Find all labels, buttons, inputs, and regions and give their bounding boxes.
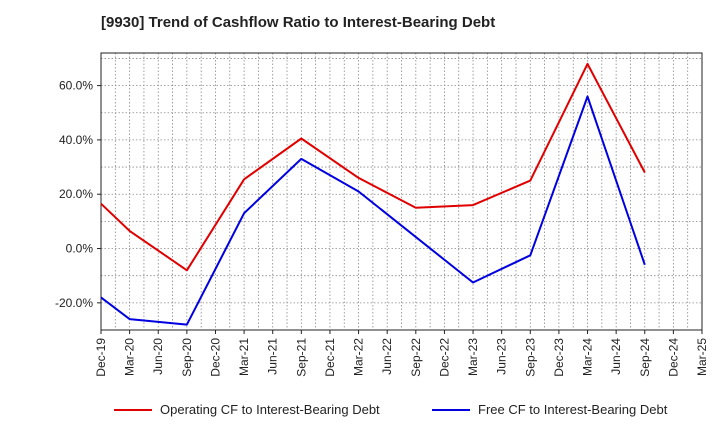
x-tick-label: Dec-22 bbox=[437, 338, 451, 377]
x-tick-label: Dec-24 bbox=[666, 338, 680, 377]
x-tick-label: Jun-21 bbox=[266, 338, 280, 375]
x-tick-label: Sep-22 bbox=[409, 338, 423, 377]
x-tick-label: Mar-22 bbox=[352, 338, 366, 376]
legend: Operating CF to Interest-Bearing Debt Fr… bbox=[0, 402, 720, 426]
x-tick-label: Dec-21 bbox=[323, 338, 337, 377]
y-tick-label: -20.0% bbox=[55, 296, 93, 310]
x-tick-label: Mar-21 bbox=[237, 338, 251, 376]
y-axis-ticks: -20.0% 0.0% 20.0% 40.0% 60.0% bbox=[55, 79, 101, 310]
x-tick-label: Sep-21 bbox=[294, 338, 308, 377]
legend-swatch-free-cf bbox=[432, 408, 470, 411]
x-tick-label: Jun-20 bbox=[151, 338, 165, 375]
x-tick-label: Mar-20 bbox=[123, 338, 137, 376]
legend-swatch-operating-cf bbox=[114, 408, 152, 411]
series-line-operating-cf bbox=[100, 62, 646, 272]
x-tick-label: Sep-23 bbox=[523, 338, 537, 377]
x-tick-label: Dec-23 bbox=[552, 338, 566, 377]
y-tick-label: 20.0% bbox=[59, 187, 93, 201]
chart-title: [9930] Trend of Cashflow Ratio to Intere… bbox=[101, 14, 496, 31]
x-tick-label: Mar-23 bbox=[466, 338, 480, 376]
y-tick-label: 0.0% bbox=[66, 242, 94, 256]
y-tick-label: 40.0% bbox=[59, 133, 93, 147]
legend-label-free-cf: Free CF to Interest-Bearing Debt bbox=[478, 402, 668, 417]
x-tick-label: Mar-25 bbox=[695, 338, 709, 376]
x-tick-label: Dec-20 bbox=[208, 338, 222, 377]
x-tick-label: Sep-24 bbox=[638, 338, 652, 377]
series-layer bbox=[100, 62, 646, 326]
series-line-free-cf bbox=[100, 95, 646, 326]
legend-label-operating-cf: Operating CF to Interest-Bearing Debt bbox=[160, 402, 380, 417]
plot-frame bbox=[100, 52, 703, 331]
x-tick-label: Jun-24 bbox=[609, 338, 623, 375]
x-tick-label: Jun-22 bbox=[380, 338, 394, 375]
x-axis-ticks: Dec-19 Mar-20 Jun-20 Sep-20 Dec-20 Mar-21 Jun-… bbox=[94, 330, 709, 377]
legend-item-free-cf: Free CF to Interest-Bearing Debt bbox=[432, 402, 667, 417]
y-tick-label: 60.0% bbox=[59, 79, 93, 93]
x-tick-label: Jun-23 bbox=[495, 338, 509, 375]
legend-item-operating-cf: Operating CF to Interest-Bearing Debt bbox=[114, 402, 380, 417]
x-tick-label: Sep-20 bbox=[180, 338, 194, 377]
x-tick-label: Dec-19 bbox=[94, 338, 108, 377]
x-tick-label: Mar-24 bbox=[581, 338, 595, 376]
x-gridlines bbox=[114, 53, 689, 330]
